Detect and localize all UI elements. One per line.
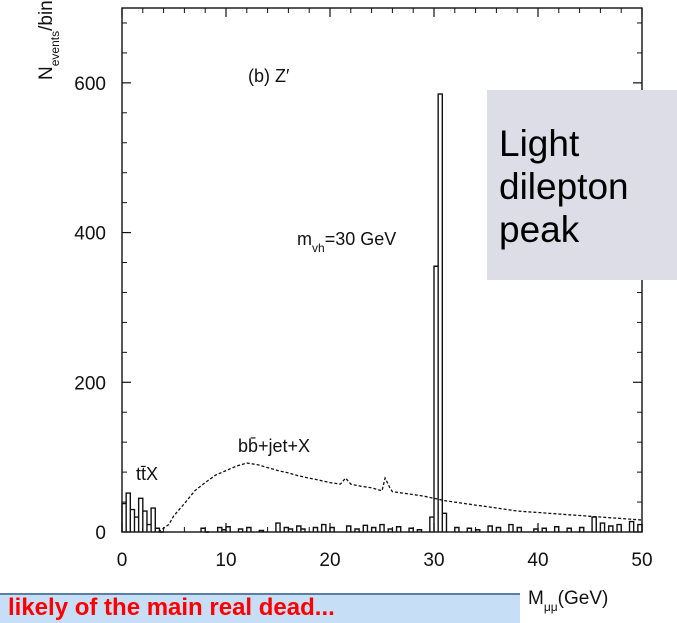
signal-annotation: mvh=30 GeV [297, 229, 396, 255]
bb-annotation: bb̄+jet+X [238, 436, 310, 456]
x-tick-label: 30 [423, 550, 444, 571]
tt-annotation: tt̄X [136, 464, 158, 484]
series-background-histogram [200, 516, 643, 533]
panel-label: (b) Z′ [248, 66, 290, 86]
x-tick-label: 10 [215, 550, 236, 571]
x-axis-label: Mμμ(GeV) [528, 588, 608, 614]
series-signal-m-vh-30-gev-histogram [429, 93, 448, 532]
y-tick-label: 600 [74, 74, 106, 95]
series-tt-x-histogram [121, 492, 164, 533]
series-bb-jet-x-curve [158, 462, 643, 533]
footer-text: likely of the main real dead... [8, 594, 335, 621]
callout-line-3: peak [499, 209, 580, 250]
labels-layer: 0 10 20 30 40 50 0 200 400 600 [74, 74, 652, 571]
x-tick-label: 40 [527, 550, 548, 571]
callout-line-1: Light [499, 123, 580, 164]
y-tick-label: 0 [95, 523, 106, 544]
x-tick-label: 20 [319, 550, 340, 571]
callout-line-2: dilepton [499, 166, 629, 207]
series-layer [121, 93, 643, 533]
footer-caption: likely of the main real dead... [0, 593, 520, 623]
light-dilepton-callout: Light dilepton peak [487, 90, 677, 280]
x-tick-label: 50 [631, 550, 652, 571]
y-tick-label: 200 [74, 373, 106, 394]
y-tick-label: 400 [74, 224, 106, 245]
x-tick-label: 0 [117, 550, 128, 571]
y-axis-label: Nevents/bin [36, 0, 62, 80]
